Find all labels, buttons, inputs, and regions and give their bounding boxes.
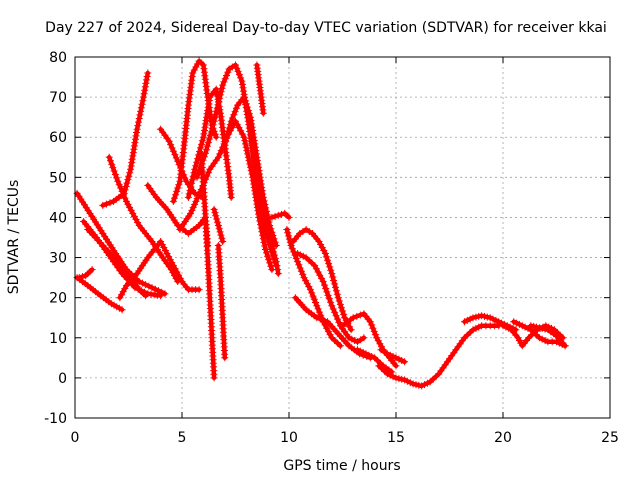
series-markers bbox=[377, 346, 409, 366]
plot-frame bbox=[74, 56, 611, 419]
series-arc-16 bbox=[210, 205, 227, 245]
y-tick-label: -10 bbox=[44, 411, 67, 427]
series-markers bbox=[375, 322, 503, 390]
series-arc-25 bbox=[294, 250, 368, 346]
series-arc-29 bbox=[377, 346, 409, 366]
series-markers bbox=[214, 242, 229, 362]
series-markers bbox=[268, 209, 293, 221]
y-tick-label: 40 bbox=[49, 210, 67, 226]
y-tick-label: 20 bbox=[49, 291, 67, 307]
y-tick-label: 50 bbox=[49, 170, 67, 186]
series-markers bbox=[99, 69, 152, 209]
series-arc-6 bbox=[116, 238, 203, 302]
series-arc-28 bbox=[354, 346, 396, 376]
series-markers bbox=[169, 57, 220, 205]
series-arc-7 bbox=[99, 69, 152, 209]
data-series bbox=[73, 57, 569, 390]
series-arc-34 bbox=[527, 322, 569, 350]
series-arc-22 bbox=[268, 209, 293, 221]
series-arc-8 bbox=[105, 153, 182, 286]
series-markers bbox=[291, 294, 374, 362]
series-line bbox=[100, 70, 151, 208]
series-arc-21 bbox=[253, 181, 282, 278]
series-markers bbox=[294, 250, 368, 346]
series-markers bbox=[105, 153, 182, 286]
chart-title: Day 227 of 2024, Sidereal Day-to-day VTE… bbox=[45, 20, 607, 36]
series-markers bbox=[144, 181, 209, 237]
series-markers bbox=[354, 346, 396, 376]
series-arc-30 bbox=[375, 322, 503, 390]
y-tick-label: 60 bbox=[49, 130, 67, 146]
series-arc-2 bbox=[73, 274, 126, 314]
x-tick-label: 20 bbox=[494, 430, 512, 446]
grid bbox=[75, 57, 610, 418]
x-tick-label: 5 bbox=[178, 430, 187, 446]
series-markers bbox=[253, 181, 282, 278]
y-tick-label: 80 bbox=[49, 50, 67, 66]
y-axis-label: SDTVAR / TECUs bbox=[6, 180, 22, 295]
x-tick-label: 10 bbox=[280, 430, 298, 446]
series-arc-24 bbox=[289, 226, 355, 334]
series-arc-9 bbox=[144, 181, 209, 237]
series-arc-20 bbox=[253, 61, 267, 117]
series-markers bbox=[210, 205, 227, 245]
series-markers bbox=[253, 61, 267, 117]
series-markers bbox=[73, 274, 126, 314]
series-arc-5 bbox=[84, 226, 150, 300]
x-tick-label: 25 bbox=[601, 430, 619, 446]
series-markers bbox=[527, 322, 569, 350]
series-arc-11 bbox=[169, 57, 220, 205]
y-tick-label: 70 bbox=[49, 90, 67, 106]
y-tick-label: 30 bbox=[49, 251, 67, 267]
series-arc-18 bbox=[214, 242, 229, 362]
series-markers bbox=[176, 117, 276, 274]
x-tick-label: 15 bbox=[387, 430, 405, 446]
series-arc-19 bbox=[197, 149, 212, 249]
x-axis-label: GPS time / hours bbox=[283, 458, 400, 474]
series-markers bbox=[289, 226, 355, 334]
series-markers bbox=[84, 226, 150, 300]
x-tick-label: 0 bbox=[71, 430, 80, 446]
y-tick-label: 10 bbox=[49, 331, 67, 347]
series-markers bbox=[197, 149, 212, 249]
y-tick-label: 0 bbox=[58, 371, 67, 387]
